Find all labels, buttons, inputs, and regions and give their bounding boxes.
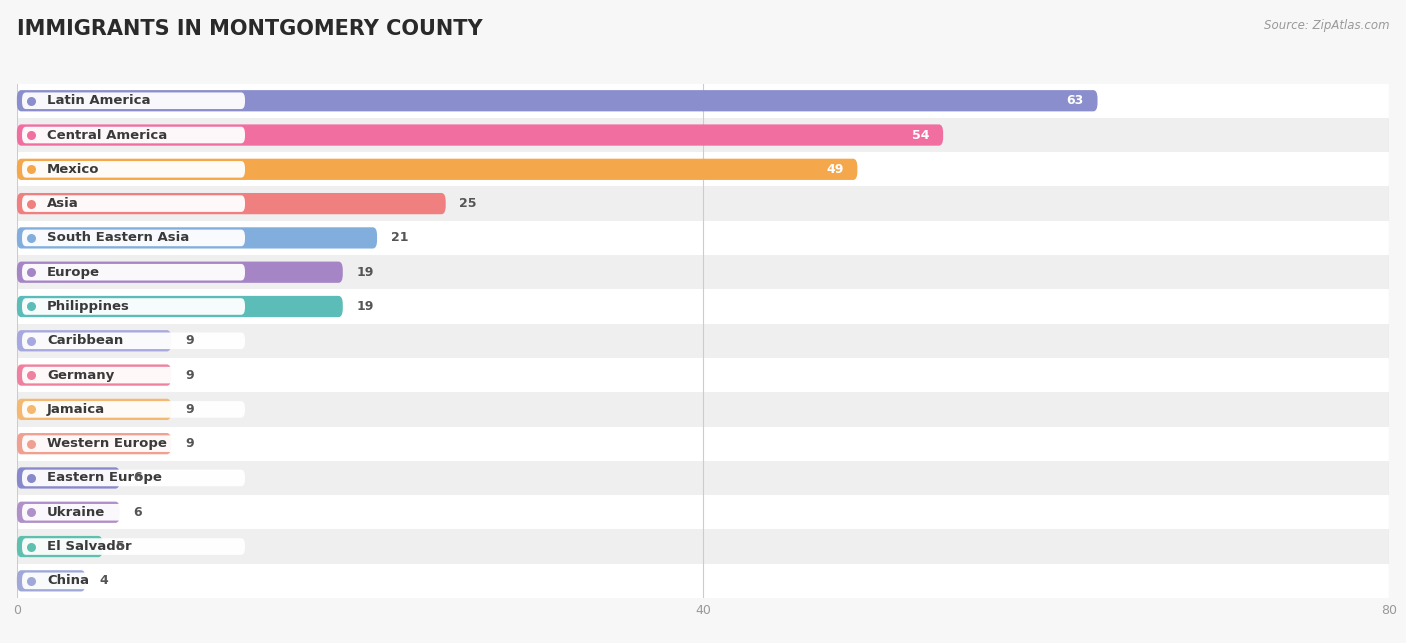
FancyBboxPatch shape [22, 161, 245, 177]
FancyBboxPatch shape [17, 90, 1098, 111]
Text: 6: 6 [134, 471, 142, 484]
FancyBboxPatch shape [17, 536, 103, 557]
Text: China: China [46, 574, 89, 587]
Text: 9: 9 [186, 403, 194, 416]
Text: Ukraine: Ukraine [46, 506, 105, 519]
Text: Mexico: Mexico [46, 163, 100, 176]
Bar [17, 221, 1389, 255]
Bar [17, 426, 1389, 461]
Text: 4: 4 [100, 574, 108, 587]
Text: South Eastern Asia: South Eastern Asia [46, 231, 190, 244]
Bar [17, 186, 1389, 221]
Text: El Salvador: El Salvador [46, 540, 132, 553]
FancyBboxPatch shape [22, 230, 245, 246]
Bar [17, 289, 1389, 323]
Bar [17, 564, 1389, 598]
Text: Western Europe: Western Europe [46, 437, 167, 450]
Text: 6: 6 [134, 506, 142, 519]
Text: Europe: Europe [46, 266, 100, 278]
FancyBboxPatch shape [17, 124, 943, 146]
FancyBboxPatch shape [22, 264, 245, 280]
FancyBboxPatch shape [22, 504, 245, 521]
Text: 25: 25 [460, 197, 477, 210]
FancyBboxPatch shape [17, 227, 377, 249]
FancyBboxPatch shape [22, 127, 245, 143]
Text: 54: 54 [912, 129, 929, 141]
Text: Philippines: Philippines [46, 300, 129, 313]
FancyBboxPatch shape [17, 296, 343, 317]
FancyBboxPatch shape [17, 365, 172, 386]
FancyBboxPatch shape [17, 502, 120, 523]
FancyBboxPatch shape [17, 330, 172, 352]
Bar [17, 255, 1389, 289]
FancyBboxPatch shape [22, 298, 245, 315]
Text: Jamaica: Jamaica [46, 403, 105, 416]
Text: Germany: Germany [46, 368, 114, 381]
FancyBboxPatch shape [22, 435, 245, 452]
FancyBboxPatch shape [17, 433, 172, 455]
Text: 49: 49 [827, 163, 844, 176]
FancyBboxPatch shape [22, 93, 245, 109]
Text: Eastern Europe: Eastern Europe [46, 471, 162, 484]
Text: 63: 63 [1067, 95, 1084, 107]
FancyBboxPatch shape [17, 159, 858, 180]
FancyBboxPatch shape [22, 401, 245, 418]
Bar [17, 461, 1389, 495]
Bar [17, 84, 1389, 118]
Bar [17, 529, 1389, 564]
FancyBboxPatch shape [22, 332, 245, 349]
Text: 9: 9 [186, 368, 194, 381]
Text: IMMIGRANTS IN MONTGOMERY COUNTY: IMMIGRANTS IN MONTGOMERY COUNTY [17, 19, 482, 39]
Text: 5: 5 [117, 540, 125, 553]
FancyBboxPatch shape [17, 399, 172, 420]
FancyBboxPatch shape [17, 467, 120, 489]
Bar [17, 392, 1389, 426]
FancyBboxPatch shape [17, 262, 343, 283]
Text: 21: 21 [391, 231, 408, 244]
Text: Caribbean: Caribbean [46, 334, 124, 347]
Text: Asia: Asia [46, 197, 79, 210]
FancyBboxPatch shape [22, 195, 245, 212]
Text: Source: ZipAtlas.com: Source: ZipAtlas.com [1264, 19, 1389, 32]
Text: Latin America: Latin America [46, 95, 150, 107]
Text: Central America: Central America [46, 129, 167, 141]
Bar [17, 358, 1389, 392]
Text: 19: 19 [357, 300, 374, 313]
Bar [17, 152, 1389, 186]
FancyBboxPatch shape [17, 193, 446, 214]
FancyBboxPatch shape [22, 538, 245, 555]
Bar [17, 118, 1389, 152]
FancyBboxPatch shape [17, 570, 86, 592]
FancyBboxPatch shape [22, 469, 245, 486]
FancyBboxPatch shape [22, 572, 245, 589]
Text: 9: 9 [186, 334, 194, 347]
Text: 19: 19 [357, 266, 374, 278]
Text: 9: 9 [186, 437, 194, 450]
FancyBboxPatch shape [22, 367, 245, 383]
Bar [17, 323, 1389, 358]
Bar [17, 495, 1389, 529]
